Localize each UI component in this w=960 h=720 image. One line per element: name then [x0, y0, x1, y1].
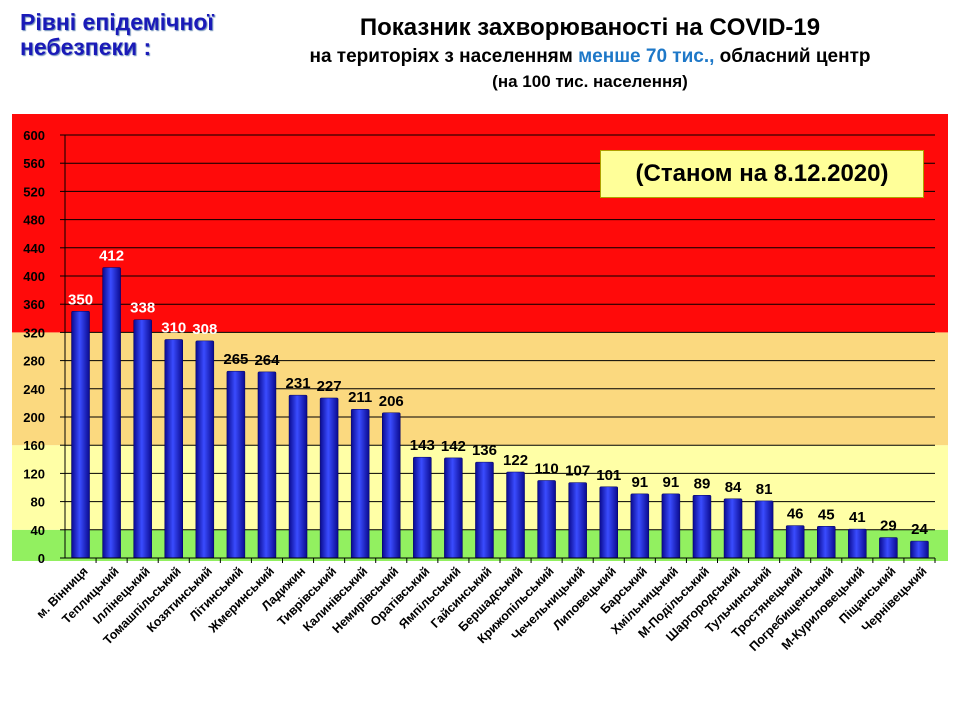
bar — [71, 311, 90, 559]
bar — [848, 528, 867, 559]
bar — [879, 537, 898, 559]
bar — [817, 526, 836, 559]
y-tick-label: 320 — [23, 325, 45, 340]
value-label: 24 — [911, 521, 928, 538]
bar — [444, 457, 463, 559]
bar — [910, 540, 929, 559]
value-label: 265 — [223, 351, 248, 368]
y-tick-label: 40 — [31, 523, 45, 538]
value-label: 143 — [410, 437, 435, 454]
bar — [257, 371, 277, 559]
value-label: 136 — [472, 442, 497, 459]
value-label: 412 — [99, 248, 124, 265]
value-label: 350 — [68, 291, 93, 308]
y-tick-label: 480 — [23, 213, 45, 228]
value-label: 84 — [725, 479, 742, 496]
bar — [630, 493, 650, 559]
subtitle-part: на територіях з населенням — [309, 46, 579, 67]
value-label: 142 — [441, 438, 466, 455]
y-tick-label: 160 — [23, 438, 45, 453]
value-label: 45 — [818, 506, 835, 523]
value-label: 211 — [348, 389, 372, 406]
value-label: 101 — [596, 467, 621, 484]
bar — [195, 340, 215, 559]
y-tick-label: 520 — [23, 184, 45, 199]
y-tick-label: 240 — [23, 382, 45, 397]
value-label: 338 — [130, 300, 155, 317]
y-tick-label: 120 — [23, 466, 45, 481]
bar — [102, 267, 121, 559]
bar — [475, 461, 494, 559]
bar — [288, 394, 308, 559]
bar — [661, 493, 681, 559]
y-tick-label: 400 — [23, 269, 45, 284]
value-label: 107 — [565, 463, 590, 480]
bar — [692, 495, 712, 559]
chart-subtitle-units: (на 100 тис. населення) — [492, 72, 688, 91]
subtitle-accent: менше 70 тис., — [578, 46, 715, 67]
bar — [226, 370, 246, 559]
value-label: 46 — [787, 506, 804, 523]
value-label: 41 — [849, 509, 866, 526]
chart-title: Показник захворюваності на COVID-19 — [359, 14, 821, 41]
chart-subtitle: на територіях з населенням менше 70 тис.… — [250, 46, 930, 68]
subtitle-part: обласний центр — [714, 46, 871, 67]
bar — [133, 319, 152, 559]
danger-levels-heading: Рівні епідемічної небезпеки : — [20, 9, 214, 60]
bar — [413, 456, 432, 559]
value-label: 29 — [880, 518, 897, 535]
value-label: 227 — [317, 378, 342, 395]
bar — [506, 471, 525, 559]
value-label: 91 — [663, 474, 680, 491]
date-note: (Станом на 8.12.2020) — [600, 150, 924, 198]
value-label: 231 — [286, 375, 311, 392]
value-label: 264 — [254, 352, 280, 369]
value-label: 308 — [192, 321, 217, 338]
value-label: 310 — [161, 319, 186, 336]
bar — [754, 500, 774, 559]
y-tick-label: 80 — [31, 495, 45, 510]
value-label: 206 — [379, 393, 404, 410]
value-label: 91 — [631, 474, 648, 491]
value-label: 81 — [756, 481, 773, 498]
value-label: 110 — [535, 460, 559, 477]
y-tick-label: 600 — [23, 128, 45, 143]
y-tick-label: 0 — [38, 551, 45, 566]
bar — [599, 486, 618, 559]
y-tick-label: 200 — [23, 410, 45, 425]
value-label: 89 — [694, 475, 711, 492]
y-tick-label: 560 — [23, 156, 45, 171]
bar — [350, 408, 370, 559]
bar — [785, 525, 805, 559]
bar — [319, 397, 339, 559]
bar — [568, 482, 587, 559]
y-tick-label: 280 — [23, 354, 45, 369]
y-tick-label: 440 — [23, 241, 45, 256]
bar — [164, 339, 183, 559]
bar — [382, 412, 401, 559]
y-tick-label: 360 — [23, 297, 45, 312]
value-label: 122 — [503, 452, 528, 469]
bar — [537, 480, 556, 559]
bar — [723, 498, 743, 559]
